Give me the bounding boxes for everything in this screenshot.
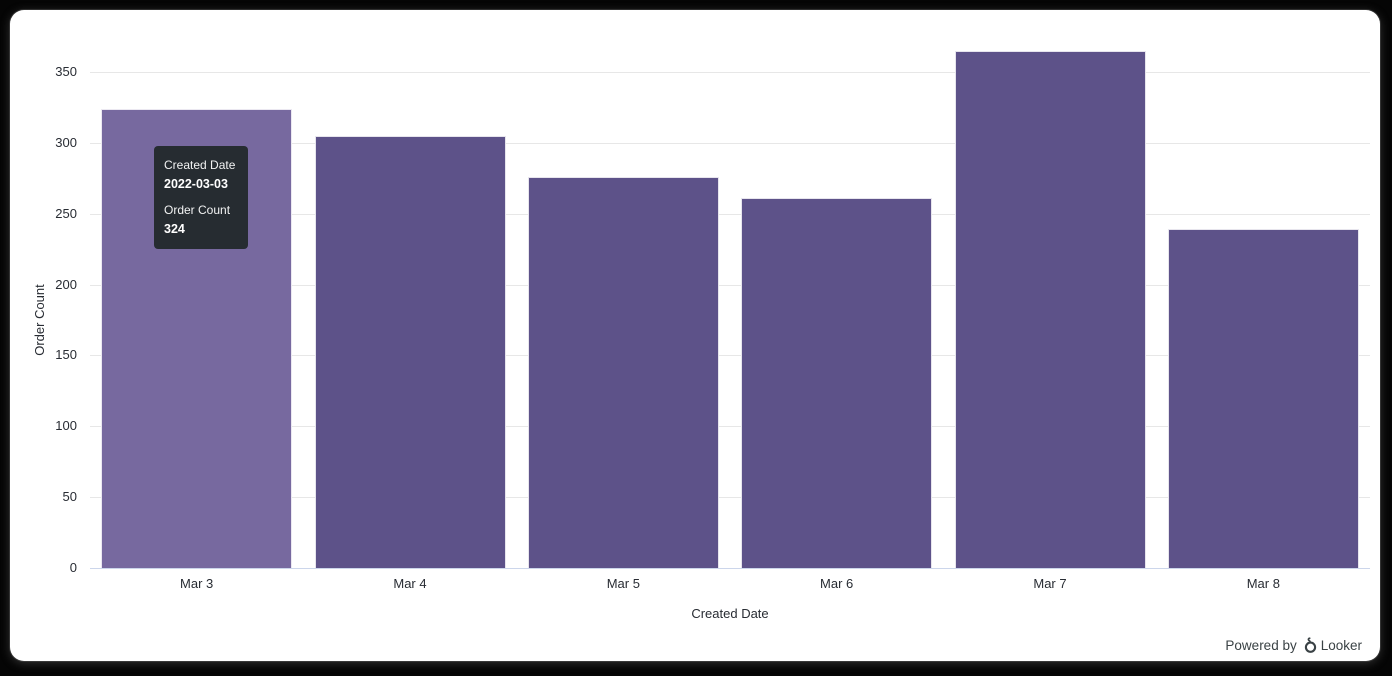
x-axis-title: Created Date: [691, 606, 769, 621]
y-tick-label-150: 150: [55, 347, 77, 363]
y-tick-label-100: 100: [55, 418, 77, 434]
brand-text: Looker: [1320, 638, 1362, 653]
looker-logo-icon: [1303, 637, 1318, 654]
powered-by-text: Powered by: [1225, 638, 1297, 653]
gridline-150: [90, 355, 1370, 357]
x-tick-label-mar-3: Mar 3: [180, 576, 214, 591]
x-tick-label-mar-4: Mar 4: [393, 576, 427, 591]
x-tick-label-mar-5: Mar 5: [606, 576, 640, 591]
x-tick-label-mar-8: Mar 8: [1246, 576, 1280, 591]
bar-mar-8[interactable]: [1168, 229, 1359, 568]
y-tick-label-50: 50: [62, 489, 77, 505]
bar-mar-6[interactable]: [741, 198, 932, 568]
x-tick-label-mar-7: Mar 7: [1033, 576, 1067, 591]
tooltip-measure-value: 324: [164, 222, 185, 236]
tooltip-dimension-value: 2022-03-03: [164, 177, 228, 191]
powered-by-looker[interactable]: Powered by Looker: [1225, 637, 1362, 654]
plot-area: [90, 51, 1370, 569]
bar-mar-4[interactable]: [315, 136, 506, 568]
gridline-350: [90, 72, 1370, 73]
y-axis-labels: 0 50 100 150 200 250 300 350: [10, 64, 80, 575]
x-axis-line: [90, 568, 1370, 569]
tooltip-measure-label: Order Count: [164, 203, 231, 217]
gridline-250: [90, 213, 1370, 215]
gridline-200: [90, 284, 1370, 286]
bar-mar-5[interactable]: [528, 177, 719, 568]
gridline-50: [90, 497, 1370, 499]
y-tick-label-350: 350: [55, 64, 77, 79]
y-tick-label-0: 0: [69, 560, 77, 575]
tooltip-dimension-label: Created Date: [164, 158, 236, 172]
y-tick-label-200: 200: [55, 276, 77, 292]
y-tick-label-250: 250: [55, 205, 77, 221]
gridline-300: [90, 142, 1370, 144]
x-tick-label-mar-6: Mar 6: [820, 576, 854, 591]
x-axis-labels: Mar 3 Mar 4 Mar 5 Mar 6 Mar 7 Mar 8: [90, 576, 1370, 594]
tooltip: Created Date 2022-03-03 Order Count 324: [154, 146, 248, 249]
gridline-100: [90, 426, 1370, 428]
y-tick-label-300: 300: [55, 134, 77, 150]
bar-mar-7[interactable]: [955, 51, 1146, 568]
